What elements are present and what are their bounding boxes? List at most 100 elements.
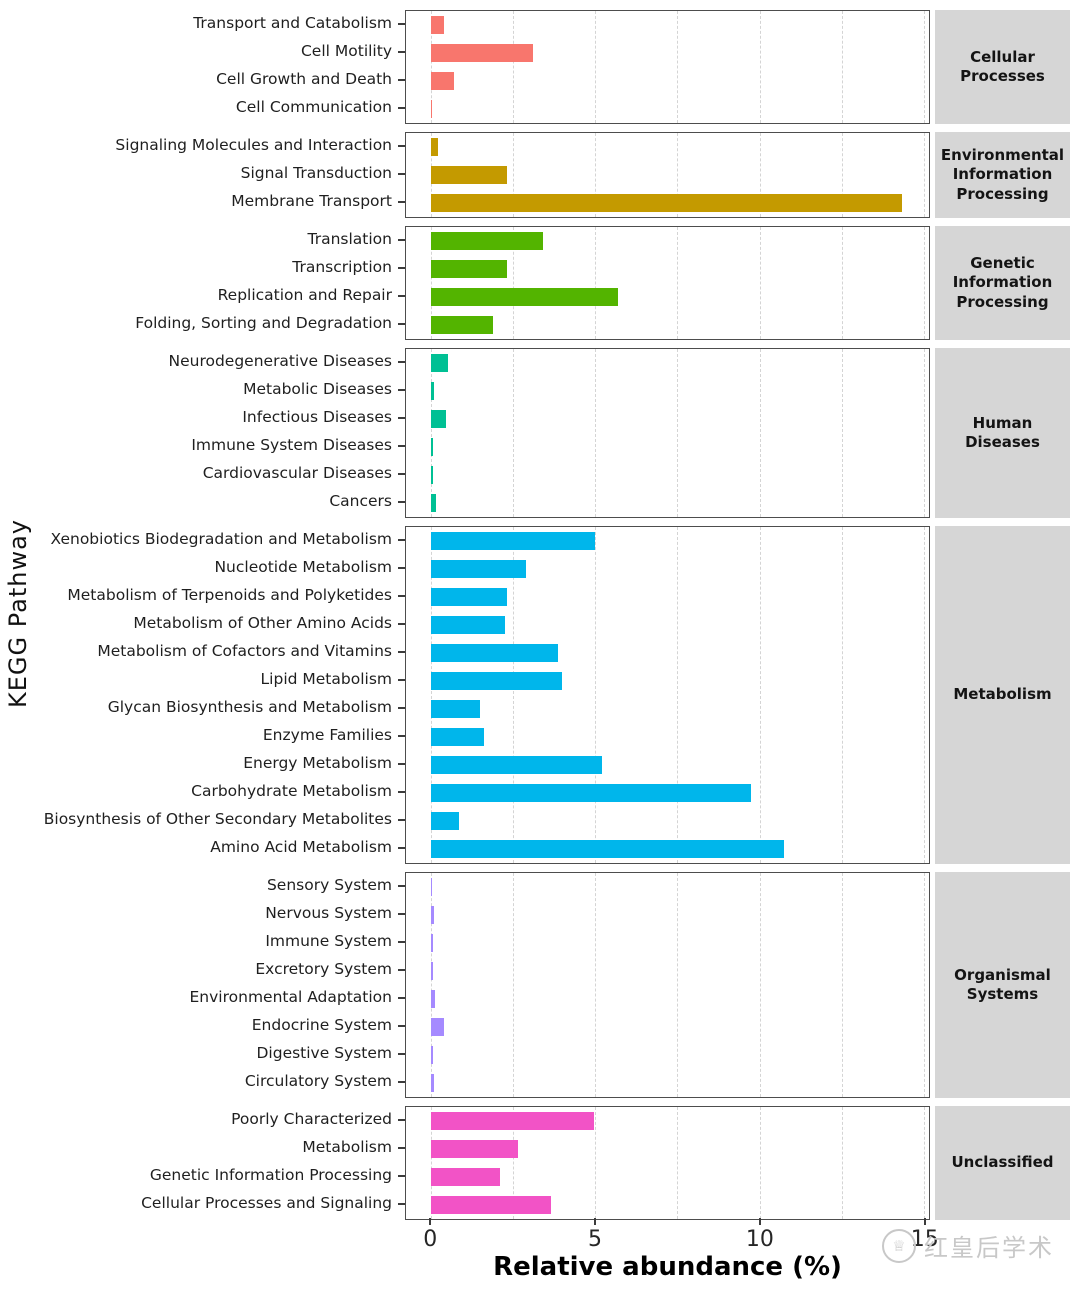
category-label-row: Immune System [10,928,405,956]
y-axis-tick [398,847,405,849]
y-axis-tick [398,1053,405,1055]
category-label-row: Cellular Processes and Signaling [10,1190,405,1218]
y-axis-tick [398,1025,405,1027]
category-label-row: Cancers [10,488,405,516]
category-label: Amino Acid Metabolism [210,838,392,857]
bar [431,812,459,830]
facets: Transport and Catabolism Cell Motility Cel… [10,10,1070,1220]
watermark: ♕ 红皇后学术 [882,1228,1054,1263]
bar-row [406,583,929,611]
x-axis-tick-label: 0 [423,1227,438,1252]
y-axis-tick [398,1147,405,1149]
bar-row [406,161,929,189]
bar-row [406,901,929,929]
y-axis-tick [398,707,405,709]
gridline [595,873,597,1097]
x-axis-tick [429,1218,432,1225]
plot-panel [405,132,930,218]
category-label: Glycan Biosynthesis and Metabolism [107,698,392,717]
y-axis-tick [398,323,405,325]
category-label: Metabolic Diseases [243,380,392,399]
bar-row [406,11,929,39]
y-axis-tick [398,417,405,419]
category-label-row: Cell Growth and Death [10,66,405,94]
bar-row [406,311,929,339]
y-axis-tick [398,473,405,475]
bar [431,560,527,578]
category-label-row: Immune System Diseases [10,432,405,460]
bar-row [406,1013,929,1041]
bar [431,72,455,90]
gridline [513,11,515,123]
category-label: Cardiovascular Diseases [202,464,392,483]
bar-row [406,985,929,1013]
category-label-row: Enzyme Families [10,722,405,750]
facet-panel-row: Neurodegenerative Diseases Metabolic Dise… [10,348,1070,518]
category-label: Translation [307,230,392,249]
category-label-row: Sensory System [10,872,405,900]
facet-panel-row: Translation Transcription Replication and … [10,226,1070,340]
y-axis-tick [398,1203,405,1205]
gridline [759,873,761,1097]
category-label: Nucleotide Metabolism [214,558,392,577]
category-label: Circulatory System [244,1072,392,1091]
category-label: Poorly Characterized [231,1110,392,1129]
facet-panel-row: Poorly Characterized Metabolism Genetic In… [10,1106,1070,1220]
gridline [923,349,925,517]
y-axis-tick [398,679,405,681]
facet-strip: Genetic Information Processing [935,226,1070,340]
y-axis-tick [398,969,405,971]
category-label: Folding, Sorting and Degradation [135,314,392,333]
bar [431,1074,435,1092]
gridline [841,527,843,863]
gridline [841,349,843,517]
y-axis-tick [398,145,405,147]
bar-row [406,255,929,283]
gridline [431,349,433,517]
category-label-row: Carbohydrate Metabolism [10,778,405,806]
facet-strip: Organismal Systems [935,872,1070,1098]
bar-row [406,189,929,217]
plot-panel [405,526,930,864]
category-label: Xenobiotics Biodegradation and Metabolis… [50,530,392,549]
category-label-row: Amino Acid Metabolism [10,834,405,862]
category-label-row: Neurodegenerative Diseases [10,348,405,376]
bar-row [406,227,929,255]
bar-row [406,957,929,985]
gridline [595,527,597,863]
category-label-row: Poorly Characterized [10,1106,405,1134]
gridline [759,133,761,217]
bar-row [406,723,929,751]
bar [431,438,434,456]
category-label-row: Lipid Metabolism [10,666,405,694]
y-axis-tick [398,735,405,737]
bar [431,784,752,802]
category-label: Cell Motility [300,42,392,61]
gridline [595,11,597,123]
category-label: Environmental Adaptation [189,988,392,1007]
category-label: Carbohydrate Metabolism [191,782,392,801]
category-label: Cellular Processes and Signaling [141,1194,392,1213]
category-label: Biosynthesis of Other Secondary Metaboli… [43,810,392,829]
bar [431,990,436,1008]
bar [431,316,494,334]
category-label-row: Excretory System [10,956,405,984]
category-label-row: Glycan Biosynthesis and Metabolism [10,694,405,722]
category-label-row: Biosynthesis of Other Secondary Metaboli… [10,806,405,834]
gridline [431,227,433,339]
category-label: Replication and Repair [217,286,392,305]
bar [431,906,435,924]
category-label-row: Membrane Transport [10,188,405,216]
category-label: Metabolism of Cofactors and Vitamins [97,642,392,661]
bar [431,616,505,634]
category-label-row: Transcription [10,254,405,282]
category-labels: Neurodegenerative Diseases Metabolic Dise… [10,348,405,518]
category-label: Membrane Transport [231,192,392,211]
y-axis-tick [398,267,405,269]
bar [431,1168,501,1186]
x-axis-tick [923,1218,926,1225]
y-axis-tick [398,23,405,25]
gridline [677,527,679,863]
y-axis-tick [398,885,405,887]
bar [431,588,507,606]
